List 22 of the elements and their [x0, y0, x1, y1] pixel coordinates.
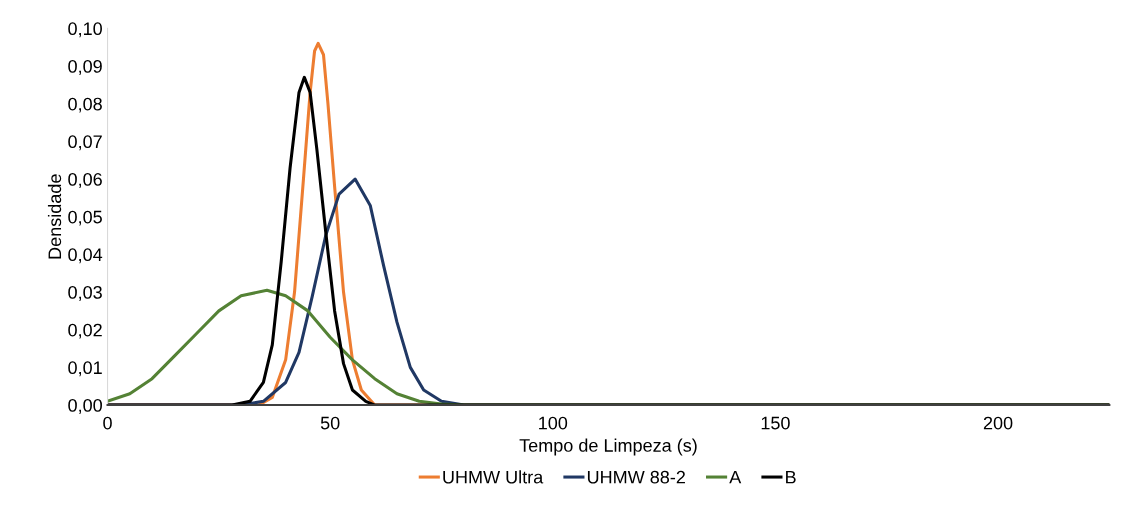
y-tick-label: 0,00	[68, 398, 102, 414]
y-tick-label: 0,05	[68, 210, 102, 226]
y-axis-title: Densidade	[47, 174, 62, 259]
y-tick-label: 0,02	[68, 323, 102, 339]
y-tick-label: 0,07	[68, 135, 102, 151]
legend-label: A	[729, 470, 742, 484]
x-tick-label: 100	[539, 416, 568, 430]
legend-label: B	[786, 470, 796, 484]
x-tick-label: 0	[103, 416, 112, 430]
x-tick-label: 50	[320, 416, 340, 430]
legend-label: UHMW 88-2	[587, 470, 685, 484]
y-tick-label: 0,09	[68, 59, 102, 75]
x-tick-label: 150	[761, 416, 790, 430]
x-axis-title: Tempo de Limpeza (s)	[519, 438, 697, 456]
y-tick-label: 0,04	[68, 248, 103, 264]
y-tick-label: 0,03	[68, 285, 102, 301]
y-tick-label: 0,01	[68, 361, 102, 377]
legend-label: UHMW Ultra	[443, 470, 544, 484]
y-tick-label: 0,10	[68, 22, 102, 38]
y-tick-label: 0,06	[68, 172, 102, 188]
x-tick-label: 200	[983, 416, 1013, 430]
y-tick-label: 0,08	[68, 97, 102, 113]
